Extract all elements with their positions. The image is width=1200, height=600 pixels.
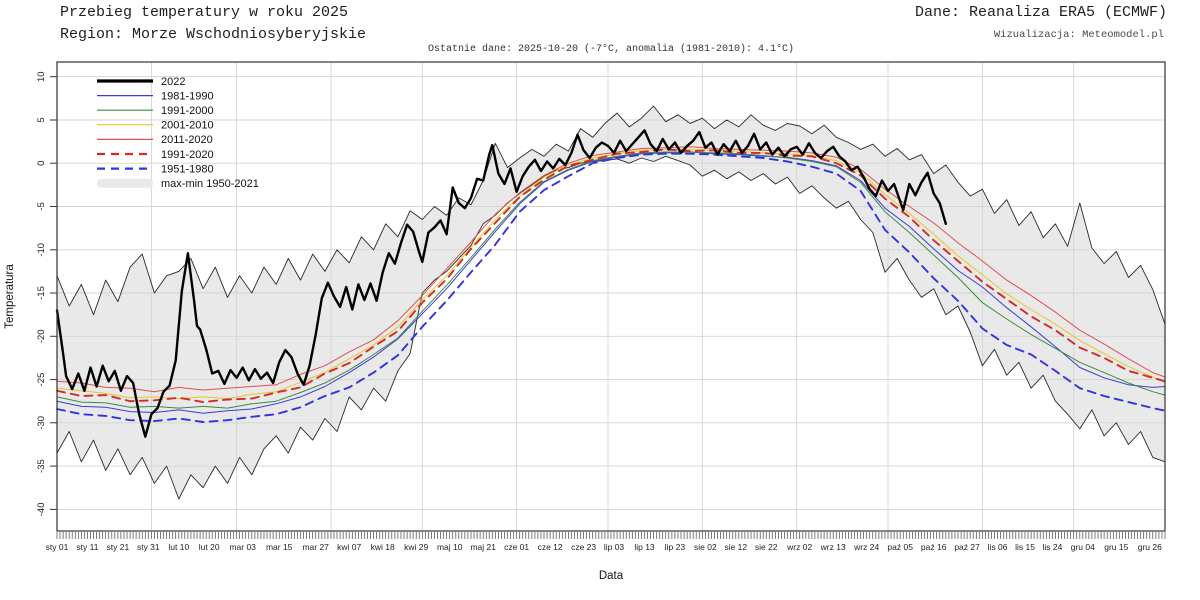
y-axis-title: Temperatura [4, 264, 16, 329]
legend-label: 2001-2010 [161, 120, 214, 132]
x-tick-label: lis 06 [988, 542, 1008, 552]
x-tick-label: lis 15 [1015, 542, 1035, 552]
x-tick-label: gru 26 [1138, 542, 1162, 552]
y-tick-label: -25 [36, 373, 47, 387]
x-tick-label: sty 11 [76, 542, 98, 552]
x-tick-label: kwi 18 [371, 542, 395, 552]
x-axis-title: Data [599, 570, 624, 582]
x-tick-label: wrz 02 [786, 542, 812, 552]
y-tick-label: 0 [36, 161, 47, 166]
legend-label: 1991-2020 [161, 149, 214, 161]
series-2011-2020 [56, 146, 1166, 393]
maxmin-band [57, 106, 1165, 499]
x-tick-label: sty 01 [46, 542, 69, 552]
last-data-note: Ostatnie dane: 2025-10-20 (-7°C, anomali… [427, 44, 795, 55]
x-tick-label: mar 27 [302, 542, 329, 552]
x-tick-label: wrz 24 [853, 542, 879, 552]
x-tick-label: mar 03 [229, 542, 256, 552]
legend-label: 2011-2020 [161, 134, 213, 146]
x-tick-label: lut 10 [168, 542, 189, 552]
x-tick-label: cze 01 [504, 542, 529, 552]
x-tick-label: sie 22 [755, 542, 778, 552]
plot-border [56, 61, 1166, 532]
series-2022 [55, 129, 947, 438]
legend-label: 1981-1990 [161, 90, 214, 102]
y-tick-label: -15 [36, 286, 47, 300]
x-tick-label: maj 21 [470, 542, 496, 552]
y-tick-label: -5 [36, 202, 47, 210]
y-tick-label: -40 [36, 503, 47, 517]
x-tick-label: paź 27 [954, 542, 980, 552]
y-tick-label: 5 [36, 117, 47, 122]
x-tick-label: cze 12 [538, 542, 563, 552]
legend-label: max-min 1950-2021 [161, 178, 259, 190]
series-1951-1980 [56, 152, 1166, 423]
legend-label: 2022 [161, 76, 185, 88]
legend-label: 1951-1980 [161, 163, 214, 175]
band-max-edge [56, 105, 1166, 325]
x-tick-label: cze 23 [571, 542, 596, 552]
x-tick-label: gru 04 [1071, 542, 1095, 552]
x-tick-label: paź 16 [921, 542, 947, 552]
data-source-label: Dane: Reanaliza ERA5 (ECMWF) [914, 4, 1167, 21]
x-tick-label: lis 24 [1042, 542, 1062, 552]
visualization-credit: Wizualizacja: Meteomodel.pl [993, 29, 1164, 41]
x-tick-label: sty 31 [137, 542, 160, 552]
page-title: Przebieg temperatury w roku 2025 [60, 4, 349, 21]
x-tick-label: gru 15 [1104, 542, 1128, 552]
x-tick-label: lip 13 [634, 542, 655, 552]
x-tick-label: kwi 07 [337, 542, 361, 552]
x-tick-label: lut 20 [199, 542, 220, 552]
legend-label: 1991-2000 [161, 105, 214, 117]
x-tick-label: kwi 29 [404, 542, 428, 552]
y-tick-label: 10 [36, 71, 47, 82]
x-tick-label: maj 10 [437, 542, 463, 552]
x-tick-label: paź 05 [887, 542, 913, 552]
series-1991-2020 [56, 148, 1166, 404]
y-tick-label: -20 [36, 329, 47, 343]
y-tick-label: -35 [36, 459, 47, 473]
x-tick-label: lip 03 [604, 542, 625, 552]
legend: 2022 1981-1990 1991-2000 2001-2010 2011-2020… [97, 76, 259, 190]
legend-band-swatch [97, 178, 153, 188]
series-1991-2000 [56, 151, 1166, 409]
x-tick-label: wrz 13 [820, 542, 846, 552]
y-tick-label: -10 [36, 243, 47, 257]
x-tick-label: sie 12 [724, 542, 747, 552]
x-tick-label: mar 15 [266, 542, 293, 552]
x-tick-label: lip 23 [665, 542, 686, 552]
y-tick-label: -30 [36, 416, 47, 430]
x-tick-label: sie 02 [694, 542, 717, 552]
region-subtitle: Region: Morze Wschodniosyberyjskie [60, 26, 367, 43]
x-tick-label: sty 21 [107, 542, 130, 552]
